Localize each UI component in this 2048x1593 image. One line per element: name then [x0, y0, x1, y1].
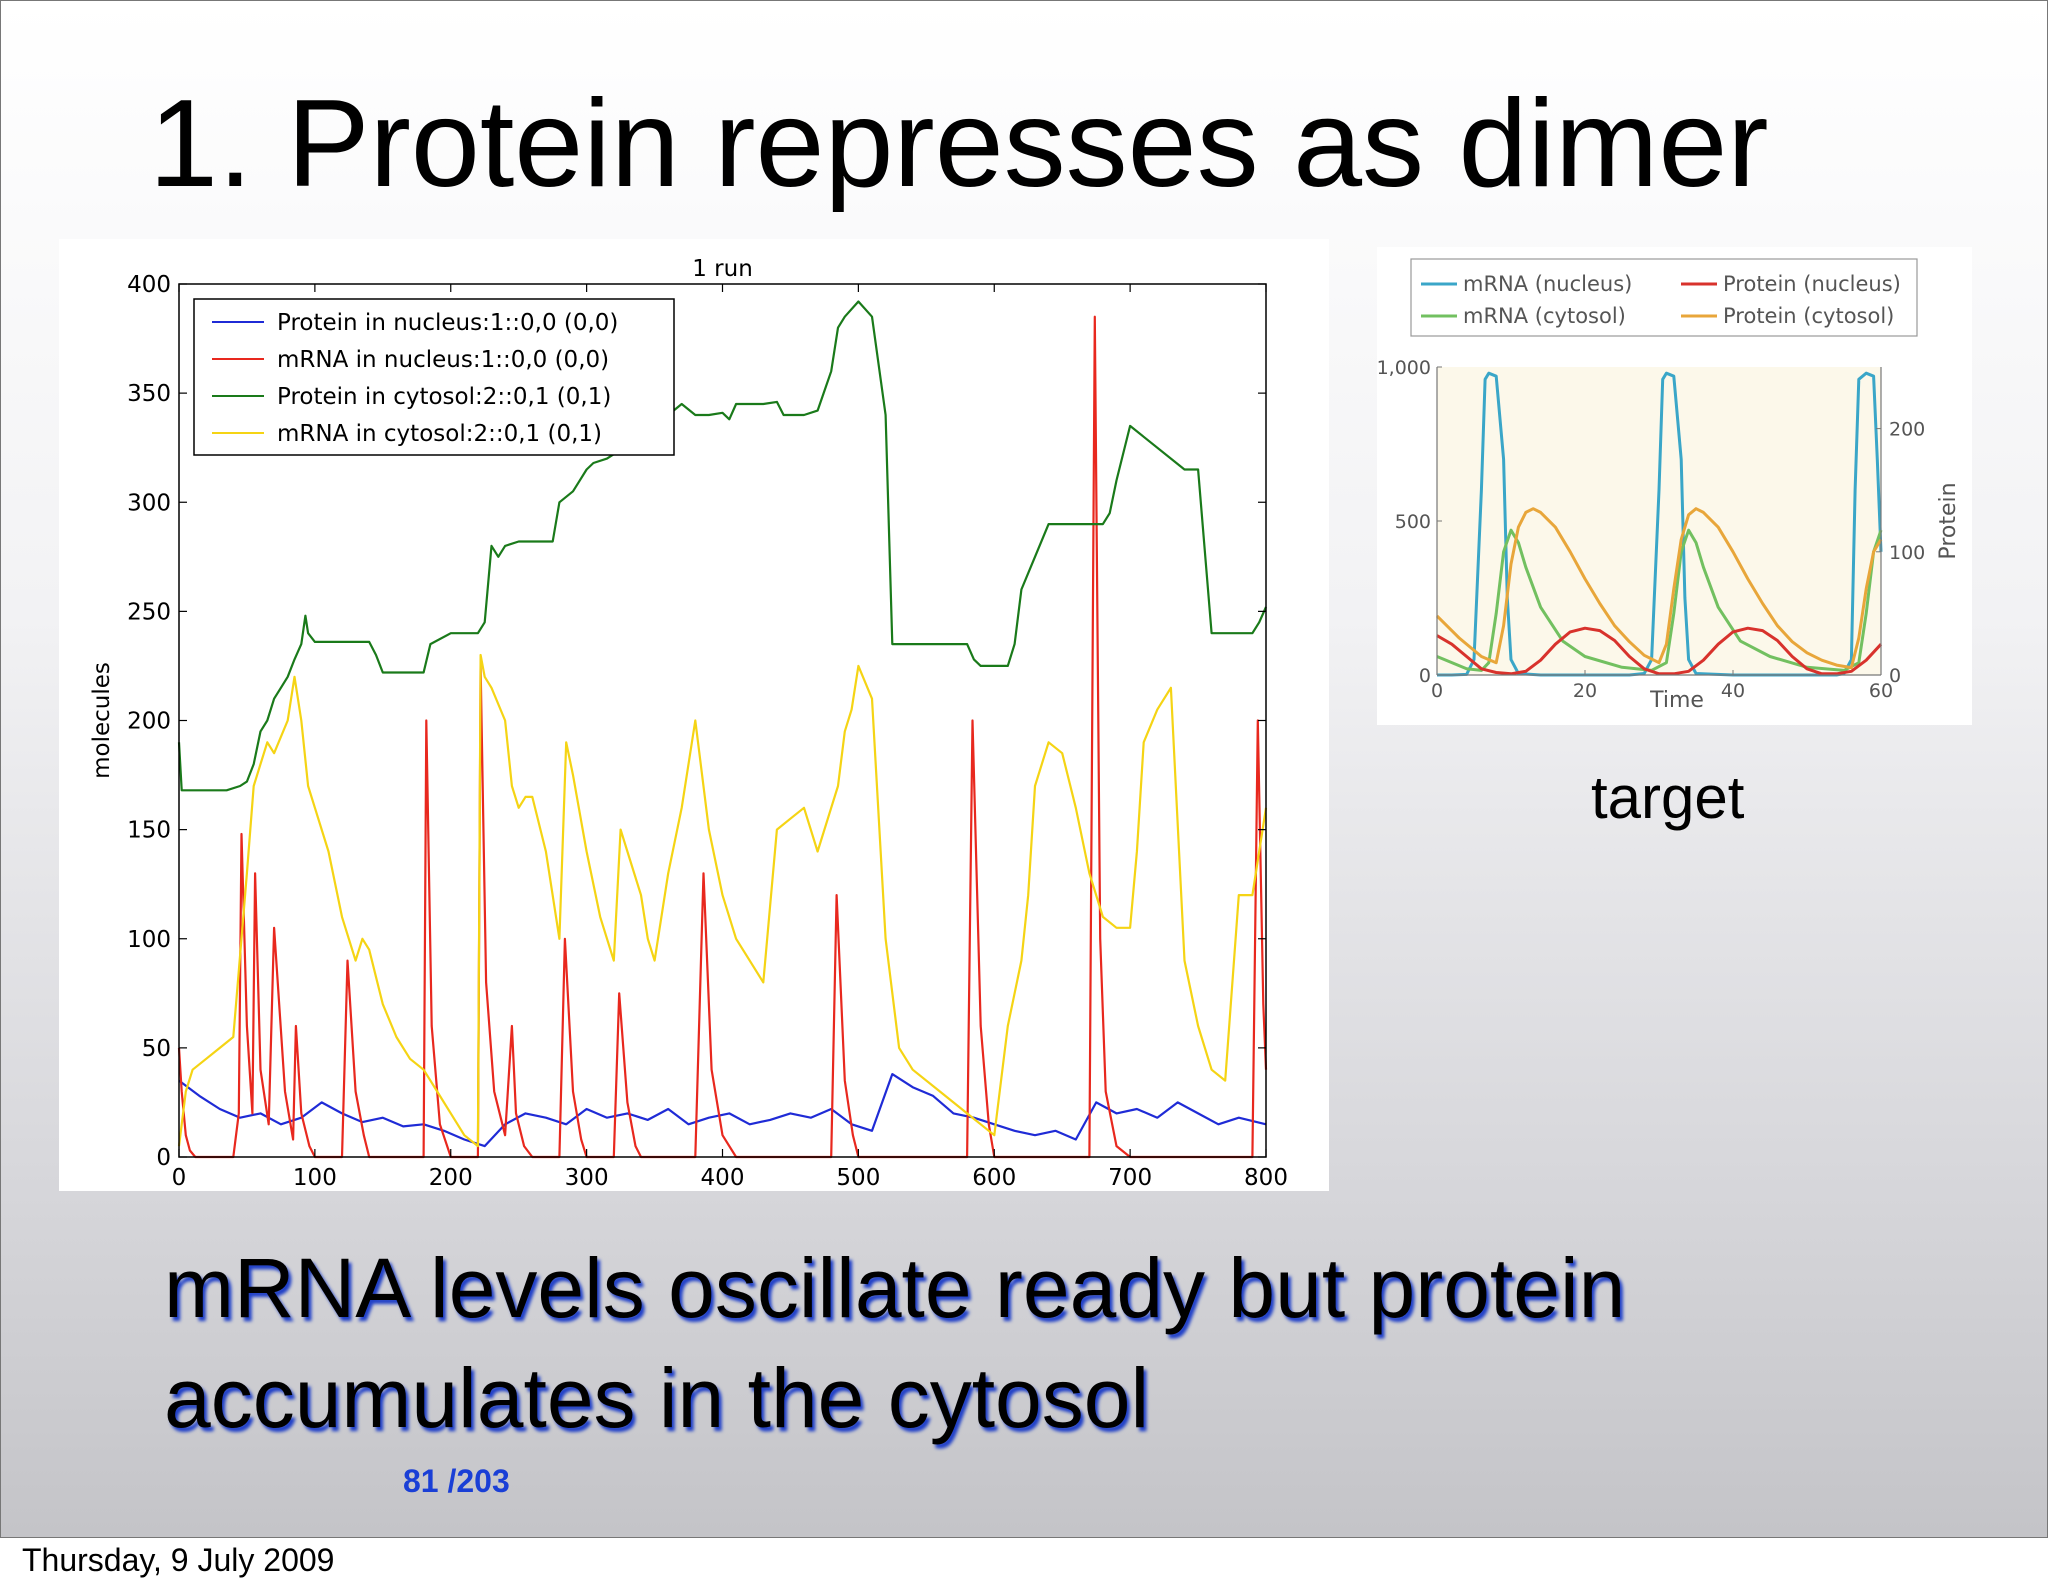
legend-label-3: Protein (cytosol): [1723, 304, 1894, 328]
target-chart-panel: 0 20 40 60 0 500 1,000 0 100 200 Time Protein mRNA (…: [1377, 247, 1972, 725]
y2-tick-label: 0: [1889, 665, 1901, 687]
y-tick-label: 100: [127, 927, 171, 953]
y-tick-label: 250: [127, 599, 171, 625]
legend-label-0: mRNA (nucleus): [1463, 272, 1632, 296]
x-tick-label: 0: [172, 1165, 187, 1191]
x-tick-label: 40: [1721, 680, 1745, 702]
series-line-3: [1435, 507, 1883, 670]
y2-tick-label: 200: [1889, 419, 1925, 441]
footer-date: Thursday, 9 July 2009: [22, 1542, 335, 1578]
x-tick-label: 100: [293, 1165, 337, 1191]
x-tick-label: 0: [1431, 680, 1443, 702]
legend-label-1: mRNA in nucleus:1::0,0 (0,0): [277, 347, 609, 373]
y2-tick-label: 100: [1889, 542, 1925, 564]
y-tick-label: 500: [1395, 511, 1431, 533]
x-tick-label: 700: [1108, 1165, 1152, 1191]
y2-axis-label: Protein: [1936, 482, 1961, 559]
y-axis-label: molecules: [89, 662, 115, 779]
y-tick-label: 350: [127, 381, 171, 407]
x-tick-label: 300: [565, 1165, 609, 1191]
simulation-chart-panel: 0 100 200 300 400 500 600 700 800 0 50 100 150 200 250…: [59, 239, 1329, 1191]
target-caption: target: [1591, 764, 1745, 831]
page-number: 81 /203: [403, 1463, 510, 1499]
y-tick-label: 300: [127, 490, 171, 516]
legend-label-2: Protein (nucleus): [1723, 272, 1901, 296]
slide-title: 1. Protein represses as dimer: [149, 75, 1769, 213]
x-tick-label: 20: [1573, 680, 1597, 702]
y-tick-label: 0: [156, 1145, 171, 1171]
legend-box: [193, 298, 675, 456]
y-tick-label: 400: [127, 272, 171, 298]
series-line-1: [1436, 528, 1883, 672]
y-tick-label: 0: [1419, 665, 1431, 687]
x-tick-label: 400: [701, 1165, 745, 1191]
x-tick-label: 600: [972, 1165, 1016, 1191]
series-line-3: [177, 653, 1268, 1148]
x-tick-label: 500: [836, 1165, 880, 1191]
x-tick-label: 800: [1244, 1165, 1288, 1191]
legend-label-0: Protein in nucleus:1::0,0 (0,0): [277, 310, 618, 336]
x-tick-label: 200: [429, 1165, 473, 1191]
legend-label-1: mRNA (cytosol): [1463, 304, 1626, 328]
series-line-0: [1437, 371, 1883, 677]
slide: 1. Protein represses as dimer 0 100 200 300…: [0, 0, 2048, 1538]
simulation-line-chart: 0 100 200 300 400 500 600 700 800 0 50 100 150 200 250…: [89, 256, 1288, 1191]
y-tick-label: 200: [127, 709, 171, 735]
legend-label-2: Protein in cytosol:2::0,1 (0,1): [277, 384, 611, 410]
slide-body-text: mRNA levels oscillate ready but protein …: [164, 1241, 1626, 1445]
y-tick-label: 150: [127, 818, 171, 844]
x-tick-label: 60: [1869, 680, 1893, 702]
series-line-2: [177, 300, 1268, 792]
series-line-2: [1436, 626, 1883, 676]
y-tick-label: 50: [142, 1036, 171, 1062]
chart-title: 1 run: [692, 256, 753, 282]
x-axis-label: Time: [1649, 688, 1704, 713]
legend-box: [1410, 258, 1918, 337]
y-tick-label: 1,000: [1377, 357, 1431, 379]
legend-label-3: mRNA in cytosol:2::0,1 (0,1): [277, 421, 602, 447]
